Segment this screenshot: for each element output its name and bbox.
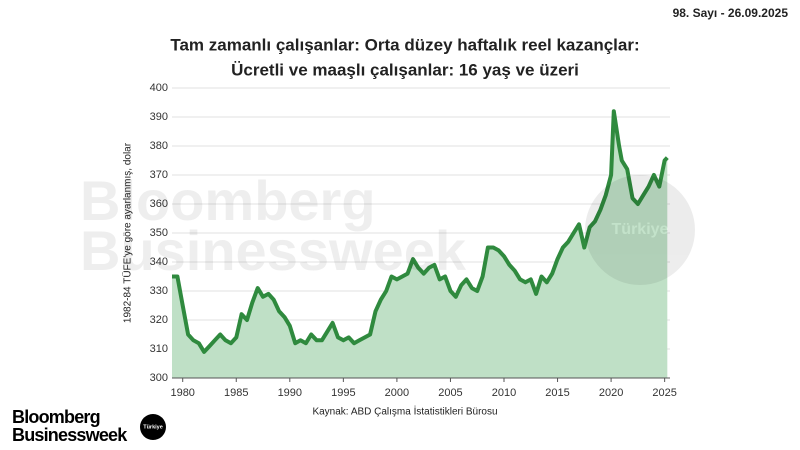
y-tick-label: 310 <box>150 343 168 355</box>
brand-badge <box>140 414 166 440</box>
x-tick-label: 1985 <box>224 387 248 399</box>
brand-badge-text: Türkiye <box>143 424 163 430</box>
brand-logo: Bloomberg <box>12 407 100 427</box>
watermark-text: Businessweek <box>80 219 467 282</box>
y-tick-label: 400 <box>150 82 168 94</box>
x-tick-label: 2025 <box>652 387 676 399</box>
y-tick-label: 380 <box>150 140 168 152</box>
x-tick-label: 1990 <box>278 387 302 399</box>
y-tick-label: 350 <box>150 227 168 239</box>
issue-date: 98. Sayı - 26.09.2025 <box>673 6 789 20</box>
watermark: Bloomberg Businessweek Türkiye <box>80 169 695 285</box>
area <box>172 111 668 378</box>
x-tick-label: 2010 <box>492 387 516 399</box>
y-tick-label: 340 <box>150 256 168 268</box>
x-tick-label: 1995 <box>331 387 355 399</box>
x-tick-label: 2020 <box>599 387 623 399</box>
y-tick-label: 330 <box>150 285 168 297</box>
x-tick-label: 2015 <box>545 387 569 399</box>
watermark-badge <box>585 175 695 285</box>
x-tick-label: 1980 <box>170 387 194 399</box>
watermark-text: Türkiye <box>612 221 669 238</box>
chart-title: Tam zamanlı çalışanlar: Orta düzey hafta… <box>170 35 639 54</box>
y-tick-label: 390 <box>150 111 168 123</box>
watermark-text: Bloomberg <box>80 169 376 232</box>
x-tick-label: 2005 <box>438 387 462 399</box>
line <box>172 109 669 354</box>
chart-title: Ücretli ve maaşlı çalışanlar: 16 yaş ve … <box>231 60 579 79</box>
source: Kaynak: ABD Çalışma İstatistikleri Büros… <box>312 405 497 418</box>
y-tick-label: 360 <box>150 198 168 210</box>
y-tick-label: 320 <box>150 314 168 326</box>
y-tick-label: 300 <box>150 372 168 384</box>
y-tick-label: 370 <box>150 169 168 181</box>
brand-logo: Businessweek <box>12 425 128 445</box>
y-axis-label: 1982-84 TÜFE'ye göre ayarlanmış, dolar <box>122 142 134 323</box>
x-tick-label: 2000 <box>385 387 409 399</box>
